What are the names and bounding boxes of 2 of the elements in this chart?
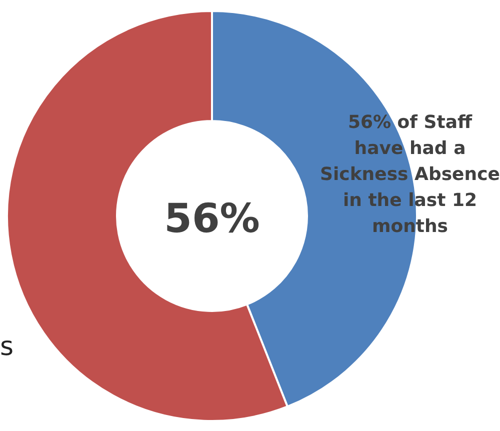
text: 56% xyxy=(164,196,260,242)
text: s xyxy=(0,332,14,362)
